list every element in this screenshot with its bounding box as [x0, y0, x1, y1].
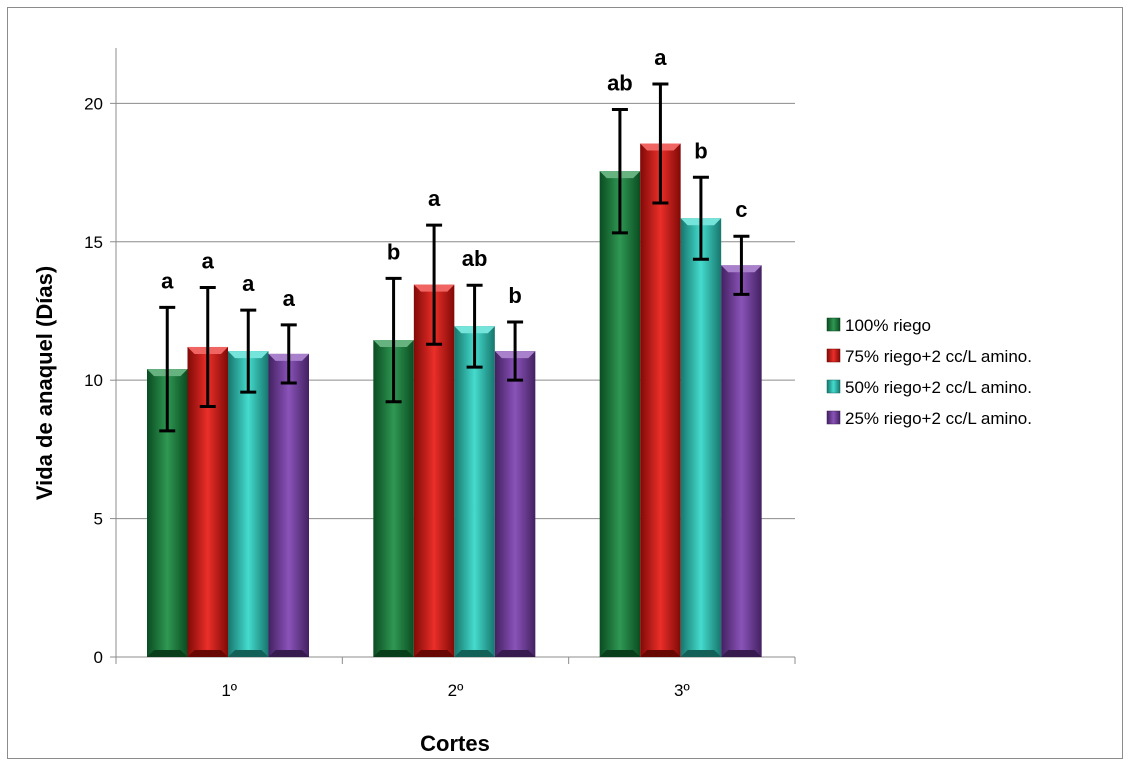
- bar: [640, 143, 681, 658]
- x-tick-label: 1º: [221, 681, 237, 700]
- bar: [228, 351, 269, 657]
- significance-letter: a: [283, 286, 296, 311]
- y-tick-label: 0: [94, 648, 103, 667]
- bar-bevel-bottom: [599, 650, 641, 657]
- bar-bevel-bottom: [268, 650, 309, 657]
- significance-letter: b: [508, 283, 521, 308]
- bar-bevel-bottom: [228, 650, 269, 657]
- legend-swatch: [826, 348, 841, 363]
- bar-bevel-bottom: [640, 650, 681, 657]
- significance-letter: a: [654, 45, 667, 70]
- legend: 100% riego 75% riego+2 cc/L amino. 50% rie…: [826, 316, 1032, 428]
- significance-letter: c: [735, 197, 747, 222]
- legend-swatch: [826, 379, 841, 394]
- bar-bevel-bottom: [373, 650, 414, 657]
- y-tick-label: 15: [84, 233, 103, 252]
- y-tick-labels: 0 5 10 15 20: [84, 94, 103, 667]
- significance-letter: a: [428, 186, 441, 211]
- significance-letter: a: [242, 271, 255, 296]
- bar: [494, 351, 536, 657]
- significance-letter: ab: [462, 246, 488, 271]
- significance-letter: b: [694, 138, 707, 163]
- x-axis-title: Cortes: [420, 731, 490, 756]
- bar: [454, 326, 495, 657]
- significance-letter: a: [161, 268, 174, 293]
- x-tick-label: 3º: [674, 681, 690, 700]
- bar-bevel-bottom: [454, 650, 495, 657]
- y-tick-label: 10: [84, 371, 103, 390]
- legend-label: 50% riego+2 cc/L amino.: [845, 378, 1032, 397]
- bar-bevel-bottom: [680, 650, 722, 657]
- significance-letter: ab: [607, 70, 633, 95]
- x-tick-labels: 1º 2º 3º: [221, 681, 689, 700]
- bar-bevel-bottom: [721, 650, 762, 657]
- significance-letter: b: [387, 239, 400, 264]
- bar-bevel-bottom: [187, 650, 228, 657]
- bar: [599, 171, 641, 658]
- legend-label: 75% riego+2 cc/L amino.: [845, 347, 1032, 366]
- legend-label: 100% riego: [845, 316, 931, 335]
- error-bars: [159, 82, 750, 433]
- legend-swatch: [826, 410, 841, 425]
- bar: [413, 284, 455, 657]
- bar-bevel-bottom: [147, 650, 188, 657]
- bar-bevel-bottom: [494, 650, 536, 657]
- y-tick-label: 20: [84, 94, 103, 113]
- legend-swatch: [826, 317, 841, 332]
- bar: [680, 218, 722, 658]
- y-tick-label: 5: [94, 510, 103, 529]
- bar-bevel-bottom: [413, 650, 455, 657]
- x-tick-label: 2º: [448, 681, 464, 700]
- significance-letter: a: [202, 248, 215, 273]
- y-axis-title: Vida de anaquel (Días): [32, 266, 57, 500]
- legend-label: 25% riego+2 cc/L amino.: [845, 409, 1032, 428]
- bars: [147, 143, 762, 658]
- bar: [721, 265, 762, 657]
- bar: [268, 353, 309, 657]
